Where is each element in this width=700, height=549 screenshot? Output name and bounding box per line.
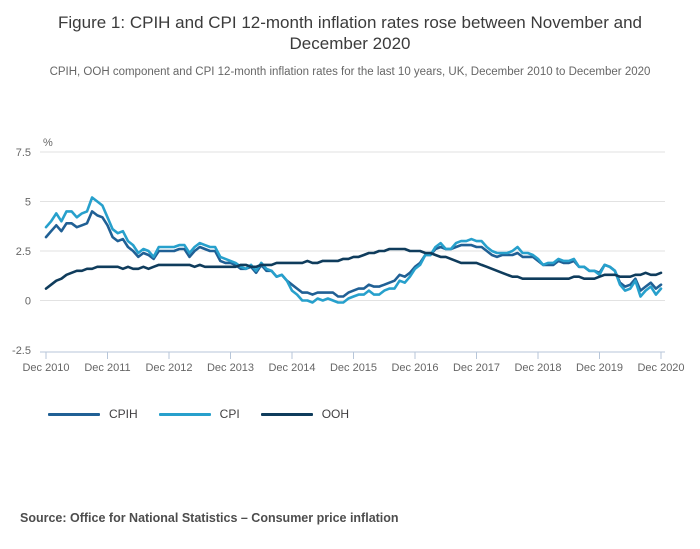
x-tick-label: Dec 2017 — [453, 362, 500, 374]
y-tick-label: -2.5 — [12, 345, 31, 357]
x-tick-label: Dec 2020 — [637, 362, 684, 374]
legend-item-cpih: CPIH — [48, 407, 138, 421]
series-line-cpi — [44, 196, 663, 304]
y-axis-unit-label: % — [43, 137, 53, 149]
legend-item-ooh: OOH — [260, 407, 350, 421]
chart-legend: CPIH CPI OOH — [48, 407, 370, 421]
inflation-line-chart: % 7.5 5 2.5 0 -2.5 Dec 2010 Dec 2011 Dec 2012 Dec… — [0, 135, 700, 385]
legend-label-cpih: CPIH — [109, 407, 138, 421]
x-tick-label: Dec 2015 — [330, 362, 377, 374]
y-tick-label: 2.5 — [16, 246, 31, 258]
y-tick-label: 0 — [25, 296, 31, 308]
x-tick-label: Dec 2011 — [84, 362, 130, 374]
x-tick-label: Dec 2018 — [514, 362, 561, 374]
figure-title: Figure 1: CPIH and CPI 12-month inflatio… — [58, 13, 642, 54]
y-tick-label: 7.5 — [16, 147, 31, 159]
legend-swatch-ooh — [260, 412, 313, 416]
legend-swatch-cpi — [158, 412, 211, 416]
y-tick-label: 5 — [25, 197, 31, 209]
x-tick-label: Dec 2013 — [207, 362, 254, 374]
figure-subtitle: CPIH, OOH component and CPI 12-month inf… — [49, 65, 651, 78]
series-line-cpih — [44, 210, 663, 298]
x-tick-label: Dec 2019 — [576, 362, 623, 374]
legend-swatch-cpih — [48, 412, 100, 416]
source-text: Source: Office for National Statistics –… — [20, 511, 399, 525]
chart-canvas: % 7.5 5 2.5 0 -2.5 Dec 2010 Dec 2011 Dec 2012 Dec… — [12, 137, 685, 374]
legend-label-cpi: CPI — [219, 407, 240, 421]
series-line-ooh — [44, 247, 663, 290]
x-tick-label: Dec 2016 — [391, 362, 438, 374]
legend-label-ooh: OOH — [321, 407, 350, 421]
x-tick-label: Dec 2010 — [22, 362, 69, 374]
x-tick-label: Dec 2012 — [145, 362, 192, 374]
legend-item-cpi: CPI — [158, 407, 240, 421]
x-tick-label: Dec 2014 — [268, 362, 315, 374]
